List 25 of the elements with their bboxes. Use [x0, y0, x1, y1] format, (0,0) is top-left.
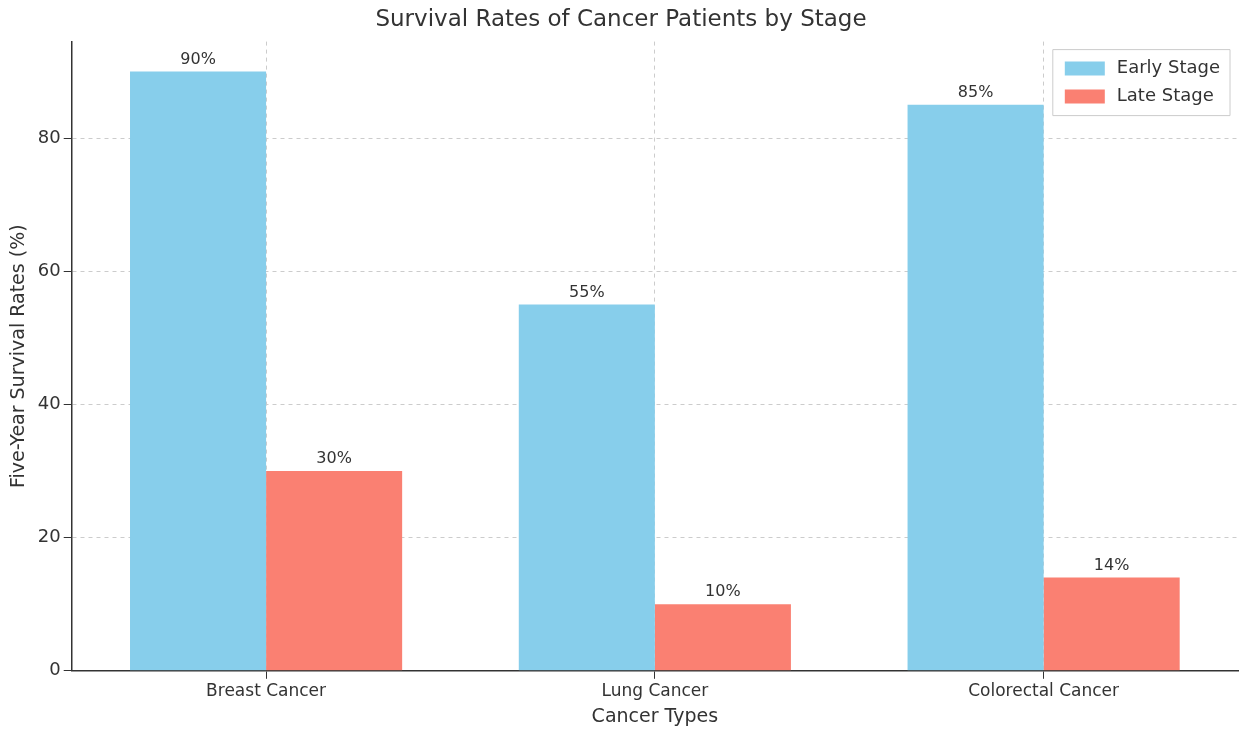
y-tick-label: 20 [37, 525, 61, 547]
bar [1043, 577, 1180, 671]
data-label: 85% [957, 82, 994, 102]
y-tick-label: 80 [37, 125, 61, 147]
x-tick-label: Lung Cancer [601, 680, 709, 701]
bar [654, 604, 791, 671]
chart-title: Survival Rates of Cancer Patients by Stage [375, 4, 867, 31]
y-axis-title: Five-Year Survival Rates (%) [6, 224, 29, 489]
data-label: 10% [705, 581, 741, 601]
y-tick-label: 60 [37, 258, 61, 280]
bar [518, 304, 655, 671]
bar [266, 471, 403, 671]
x-tick-label: Colorectal Cancer [968, 680, 1120, 701]
data-label: 55% [569, 281, 605, 301]
x-tick-label: Breast Cancer [206, 680, 327, 701]
data-label: 90% [180, 48, 216, 68]
data-label: 14% [1093, 554, 1130, 574]
legend-label: Early Stage [1116, 56, 1221, 78]
y-tick-label: 40 [37, 392, 61, 414]
legend-label: Late Stage [1116, 84, 1214, 106]
bar [130, 71, 267, 671]
y-tick-label: 0 [49, 658, 61, 680]
bar [907, 104, 1044, 671]
x-axis-title: Cancer Types [591, 703, 719, 726]
data-label: 30% [316, 448, 352, 468]
